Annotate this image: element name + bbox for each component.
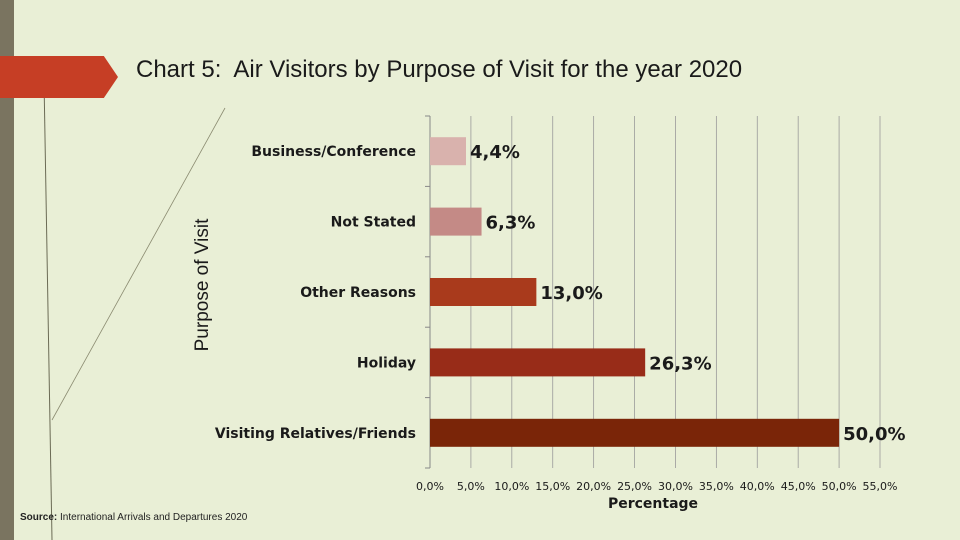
- data-label: 26,3%: [649, 353, 711, 374]
- x-tick-label: 35,0%: [699, 480, 734, 493]
- bar: [430, 207, 482, 236]
- x-tick-label: 10,0%: [494, 480, 529, 493]
- source-note: Source: International Arrivals and Depar…: [20, 512, 247, 523]
- x-tick-label: 50,0%: [822, 480, 857, 493]
- slide-title: Chart 5: Air Visitors by Purpose of Visi…: [136, 56, 743, 83]
- x-tick-label: 20,0%: [576, 480, 611, 493]
- title-accent-arrow: [0, 56, 118, 98]
- category-label: Holiday: [357, 355, 416, 371]
- x-tick-label: 25,0%: [617, 480, 652, 493]
- x-axis-label: Percentage: [607, 496, 699, 512]
- data-label: 13,0%: [540, 283, 602, 304]
- source-text: International Arrivals and Departures 20…: [60, 512, 248, 523]
- data-label: 4,4%: [470, 142, 520, 163]
- x-tick-label: 30,0%: [658, 480, 693, 493]
- data-label: 50,0%: [843, 424, 905, 445]
- category-label: Not Stated: [331, 215, 416, 231]
- y-axis-label: Purpose of Visit: [192, 218, 213, 352]
- source-label: Source:: [20, 512, 58, 523]
- x-tick-label: 40,0%: [740, 480, 775, 493]
- x-tick-label: 0,0%: [416, 480, 444, 493]
- bar: [430, 278, 537, 306]
- bar: [430, 418, 840, 447]
- category-label: Other Reasons: [300, 285, 416, 301]
- category-label: Business/Conference: [251, 144, 416, 160]
- category-label: Visiting Relatives/Friends: [215, 426, 416, 442]
- bar: [430, 137, 466, 166]
- x-tick-label: 45,0%: [781, 480, 816, 493]
- x-tick-label: 15,0%: [535, 480, 570, 493]
- data-label: 6,3%: [486, 213, 536, 234]
- x-tick-label: 5,0%: [457, 480, 485, 493]
- left-edge-bar: [0, 0, 14, 540]
- x-tick-label: 55,0%: [863, 480, 898, 493]
- bar: [430, 348, 646, 377]
